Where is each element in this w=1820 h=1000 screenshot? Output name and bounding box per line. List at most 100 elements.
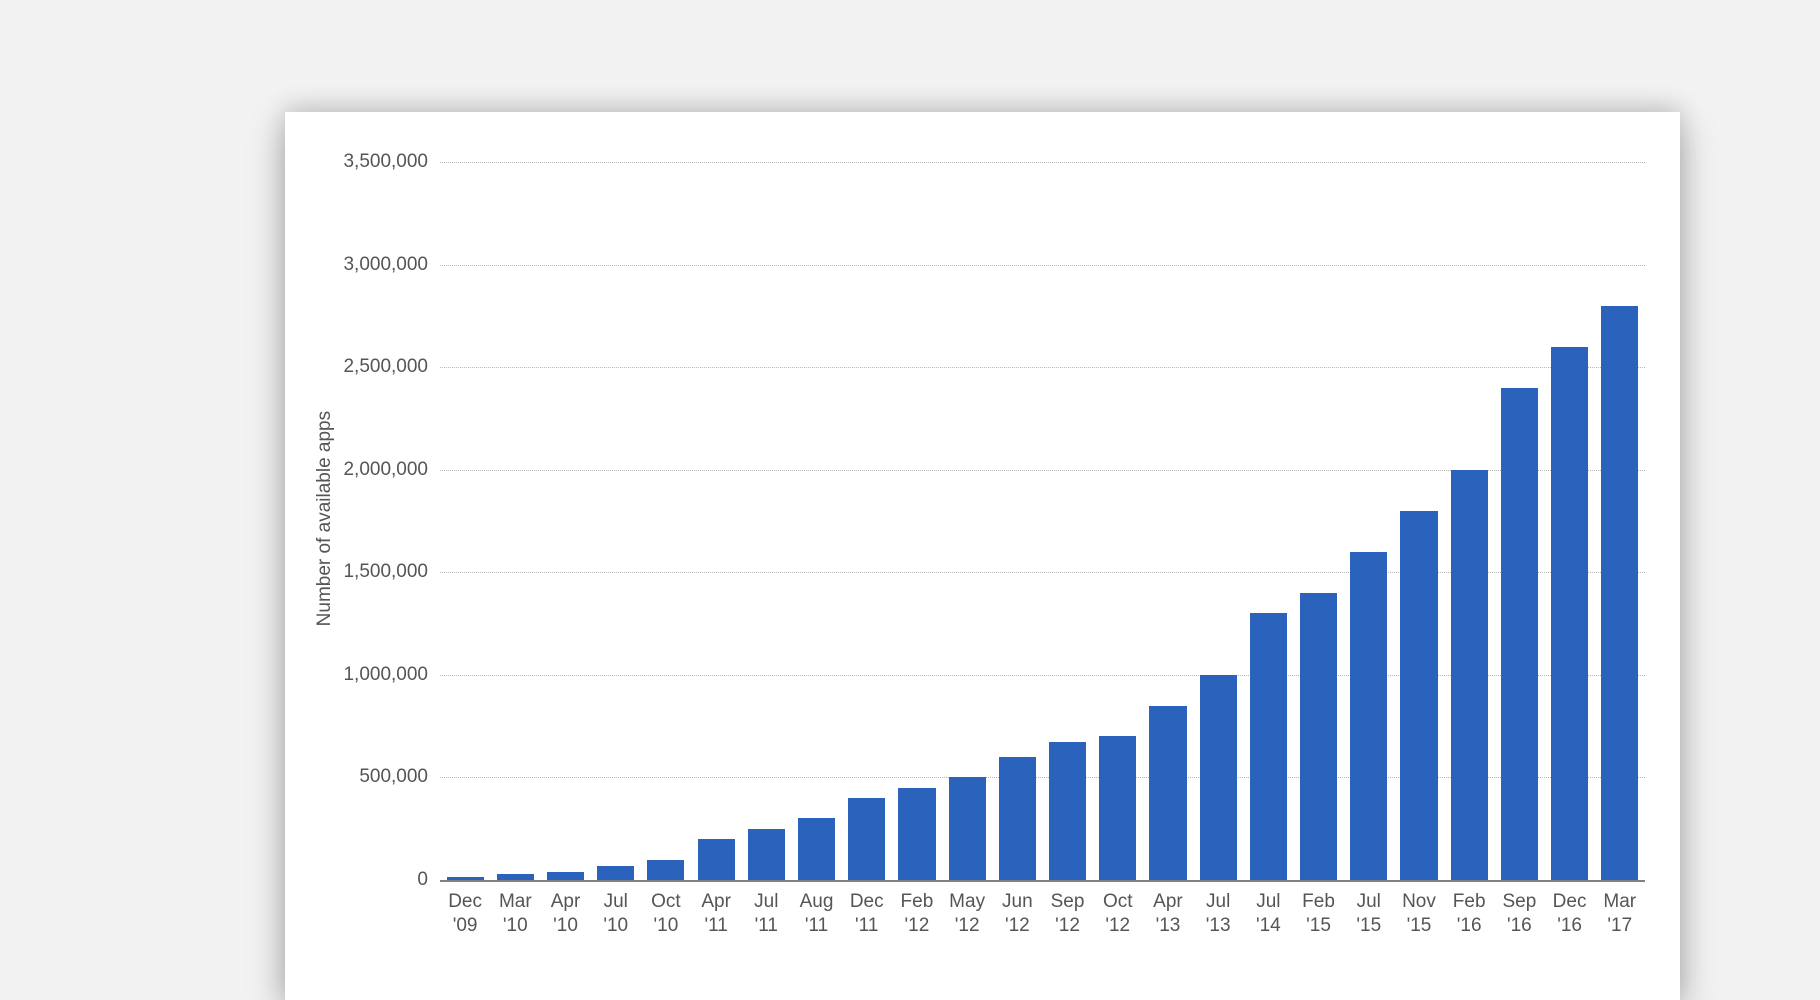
bar <box>447 877 484 880</box>
y-tick-label: 500,000 <box>359 766 428 788</box>
bar <box>1451 470 1488 880</box>
x-tick-year: '15 <box>1394 914 1444 938</box>
y-tick-label: 1,500,000 <box>343 561 428 583</box>
bar <box>1049 742 1086 880</box>
x-tick-year: '10 <box>591 914 641 938</box>
x-tick-label: Jul'11 <box>741 890 791 938</box>
x-tick-label: Jun'12 <box>992 890 1042 938</box>
y-tick-label: 3,000,000 <box>343 254 428 276</box>
x-tick-month: Dec <box>1544 890 1594 914</box>
x-tick-year: '15 <box>1293 914 1343 938</box>
bar <box>999 757 1036 880</box>
y-tick-label: 2,500,000 <box>343 356 428 378</box>
x-tick-month: Apr <box>540 890 590 914</box>
x-tick-year: '12 <box>942 914 992 938</box>
x-tick-year: '11 <box>741 914 791 938</box>
bar <box>1501 388 1538 880</box>
bar-slot <box>1143 162 1193 880</box>
bar <box>898 788 935 880</box>
x-tick-month: Feb <box>892 890 942 914</box>
x-tick-year: '11 <box>791 914 841 938</box>
bar <box>1551 347 1588 880</box>
bar-slot <box>741 162 791 880</box>
chart-card: Number of available apps 0500,0001,000,0… <box>285 112 1680 1000</box>
y-tick-label: 1,000,000 <box>343 664 428 686</box>
bar-slot <box>1595 162 1645 880</box>
x-tick-year: '10 <box>490 914 540 938</box>
bar-slot <box>1093 162 1143 880</box>
x-tick-month: Sep <box>1042 890 1092 914</box>
bar-slot <box>992 162 1042 880</box>
x-tick-year: '16 <box>1494 914 1544 938</box>
y-axis-title: Number of available apps <box>314 411 336 626</box>
x-tick-label: Jul'13 <box>1193 890 1243 938</box>
bar <box>798 818 835 880</box>
x-tick-month: Feb <box>1293 890 1343 914</box>
x-tick-year: '15 <box>1344 914 1394 938</box>
x-tick-label: Oct'12 <box>1093 890 1143 938</box>
x-tick-year: '12 <box>992 914 1042 938</box>
x-tick-label: Feb'12 <box>892 890 942 938</box>
bar <box>748 829 785 880</box>
x-tick-month: Mar <box>1595 890 1645 914</box>
x-tick-label: May'12 <box>942 890 992 938</box>
bar <box>1601 306 1638 880</box>
bar-slot <box>490 162 540 880</box>
bar-slot <box>1444 162 1494 880</box>
x-tick-label: Apr'11 <box>691 890 741 938</box>
x-tick-label: Dec'09 <box>440 890 490 938</box>
x-tick-month: Jul <box>1193 890 1243 914</box>
bar <box>949 777 986 880</box>
x-tick-label: Dec'16 <box>1544 890 1594 938</box>
bar-slot <box>641 162 691 880</box>
x-tick-year: '13 <box>1143 914 1193 938</box>
x-tick-label: Jul'14 <box>1243 890 1293 938</box>
bar-slot <box>1293 162 1343 880</box>
bar <box>547 872 584 880</box>
x-tick-year: '16 <box>1444 914 1494 938</box>
x-tick-month: Sep <box>1494 890 1544 914</box>
x-tick-month: Mar <box>490 890 540 914</box>
bar-slot <box>591 162 641 880</box>
bar <box>1200 675 1237 880</box>
x-tick-month: Jul <box>1344 890 1394 914</box>
bar-slot <box>791 162 841 880</box>
x-tick-label: Jul'15 <box>1344 890 1394 938</box>
bar <box>497 874 534 880</box>
x-axis-labels: Dec'09Mar'10Apr'10Jul'10Oct'10Apr'11Jul'… <box>440 890 1645 938</box>
x-tick-label: Feb'15 <box>1293 890 1343 938</box>
x-tick-year: '10 <box>540 914 590 938</box>
bar <box>848 798 885 880</box>
x-tick-month: May <box>942 890 992 914</box>
x-tick-label: Mar'10 <box>490 890 540 938</box>
bar <box>698 839 735 880</box>
y-tick-label: 2,000,000 <box>343 459 428 481</box>
x-tick-label: Feb'16 <box>1444 890 1494 938</box>
bar <box>647 860 684 881</box>
bar-slot <box>1544 162 1594 880</box>
bar-slot <box>540 162 590 880</box>
bar-slot <box>842 162 892 880</box>
bar <box>597 866 634 880</box>
bar <box>1300 593 1337 880</box>
x-tick-year: '12 <box>1093 914 1143 938</box>
x-tick-month: Apr <box>691 890 741 914</box>
x-tick-year: '14 <box>1243 914 1293 938</box>
bar <box>1099 736 1136 880</box>
x-tick-label: Sep'16 <box>1494 890 1544 938</box>
x-tick-month: Dec <box>440 890 490 914</box>
x-tick-label: Mar'17 <box>1595 890 1645 938</box>
x-tick-label: Apr'13 <box>1143 890 1193 938</box>
x-tick-label: Aug'11 <box>791 890 841 938</box>
x-tick-month: Jul <box>591 890 641 914</box>
x-tick-year: '12 <box>892 914 942 938</box>
bar-slot <box>942 162 992 880</box>
bars-layer <box>440 162 1645 880</box>
x-tick-year: '11 <box>691 914 741 938</box>
bar-slot <box>1494 162 1544 880</box>
x-tick-month: Oct <box>641 890 691 914</box>
bar-slot <box>1344 162 1394 880</box>
bar <box>1400 511 1437 880</box>
x-tick-year: '12 <box>1042 914 1092 938</box>
x-tick-month: Jul <box>1243 890 1293 914</box>
